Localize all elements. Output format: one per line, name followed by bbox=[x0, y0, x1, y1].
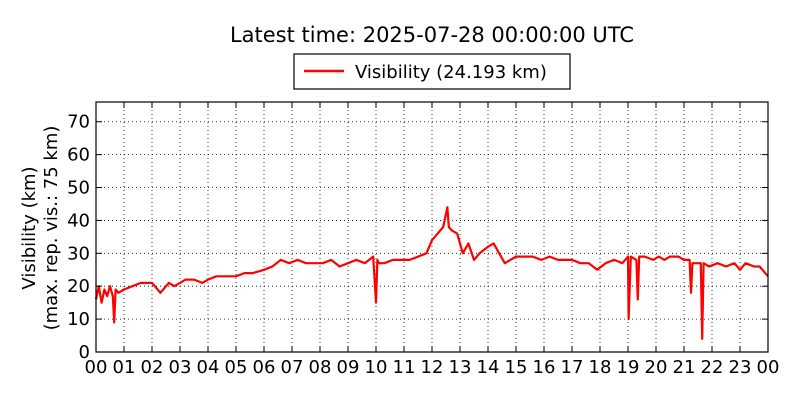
y-tick-label: 50 bbox=[67, 178, 90, 199]
x-tick-label: 21 bbox=[673, 357, 696, 378]
chart-title: Latest time: 2025-07-28 00:00:00 UTC bbox=[230, 23, 634, 47]
x-tick-label: 09 bbox=[337, 357, 360, 378]
x-tick-label: 11 bbox=[393, 357, 416, 378]
series-line-visibility bbox=[94, 206, 769, 340]
y-axis-label-line2: (max. rep. vis.: 75 km) bbox=[41, 126, 62, 331]
x-tick-label: 17 bbox=[561, 357, 584, 378]
y-tick-label: 0 bbox=[79, 342, 90, 363]
y-tick-label: 40 bbox=[67, 210, 90, 231]
x-tick-label: 16 bbox=[533, 357, 556, 378]
x-tick-label: 22 bbox=[701, 357, 724, 378]
x-tick-label: 10 bbox=[365, 357, 388, 378]
y-tick-label: 30 bbox=[67, 243, 90, 264]
x-tick-label: 20 bbox=[645, 357, 668, 378]
grid-lines bbox=[96, 102, 768, 352]
y-tick-label: 10 bbox=[67, 309, 90, 330]
y-tick-label: 20 bbox=[67, 276, 90, 297]
y-axis: 0 10 20 30 40 50 60 70 bbox=[67, 112, 768, 363]
series-visibility bbox=[94, 206, 769, 340]
x-tick-label: 02 bbox=[141, 357, 164, 378]
x-tick-label: 05 bbox=[225, 357, 248, 378]
x-tick-label: 03 bbox=[169, 357, 192, 378]
x-tick-label: 01 bbox=[113, 357, 136, 378]
x-axis: 00 01 02 03 04 05 06 07 08 09 10 11 12 13 14 15 16 17 18 19… bbox=[85, 102, 780, 378]
x-tick-label: 07 bbox=[281, 357, 304, 378]
x-tick-label: 13 bbox=[449, 357, 472, 378]
x-tick-label: 08 bbox=[309, 357, 332, 378]
x-tick-label: 14 bbox=[477, 357, 500, 378]
y-tick-label: 70 bbox=[67, 112, 90, 133]
y-axis-label-line1: Visibility (km) bbox=[19, 166, 40, 289]
x-tick-label: 19 bbox=[617, 357, 640, 378]
y-tick-label: 60 bbox=[67, 145, 90, 166]
x-tick-label: 04 bbox=[197, 357, 220, 378]
x-tick-label: 12 bbox=[421, 357, 444, 378]
legend-label-visibility: Visibility (24.193 km) bbox=[355, 62, 547, 83]
x-tick-label: 00 bbox=[757, 357, 780, 378]
x-tick-label: 00 bbox=[85, 357, 108, 378]
x-tick-label: 23 bbox=[729, 357, 752, 378]
x-tick-label: 06 bbox=[253, 357, 276, 378]
legend: Visibility (24.193 km) bbox=[293, 53, 571, 90]
x-tick-label: 15 bbox=[505, 357, 528, 378]
x-tick-label: 18 bbox=[589, 357, 612, 378]
